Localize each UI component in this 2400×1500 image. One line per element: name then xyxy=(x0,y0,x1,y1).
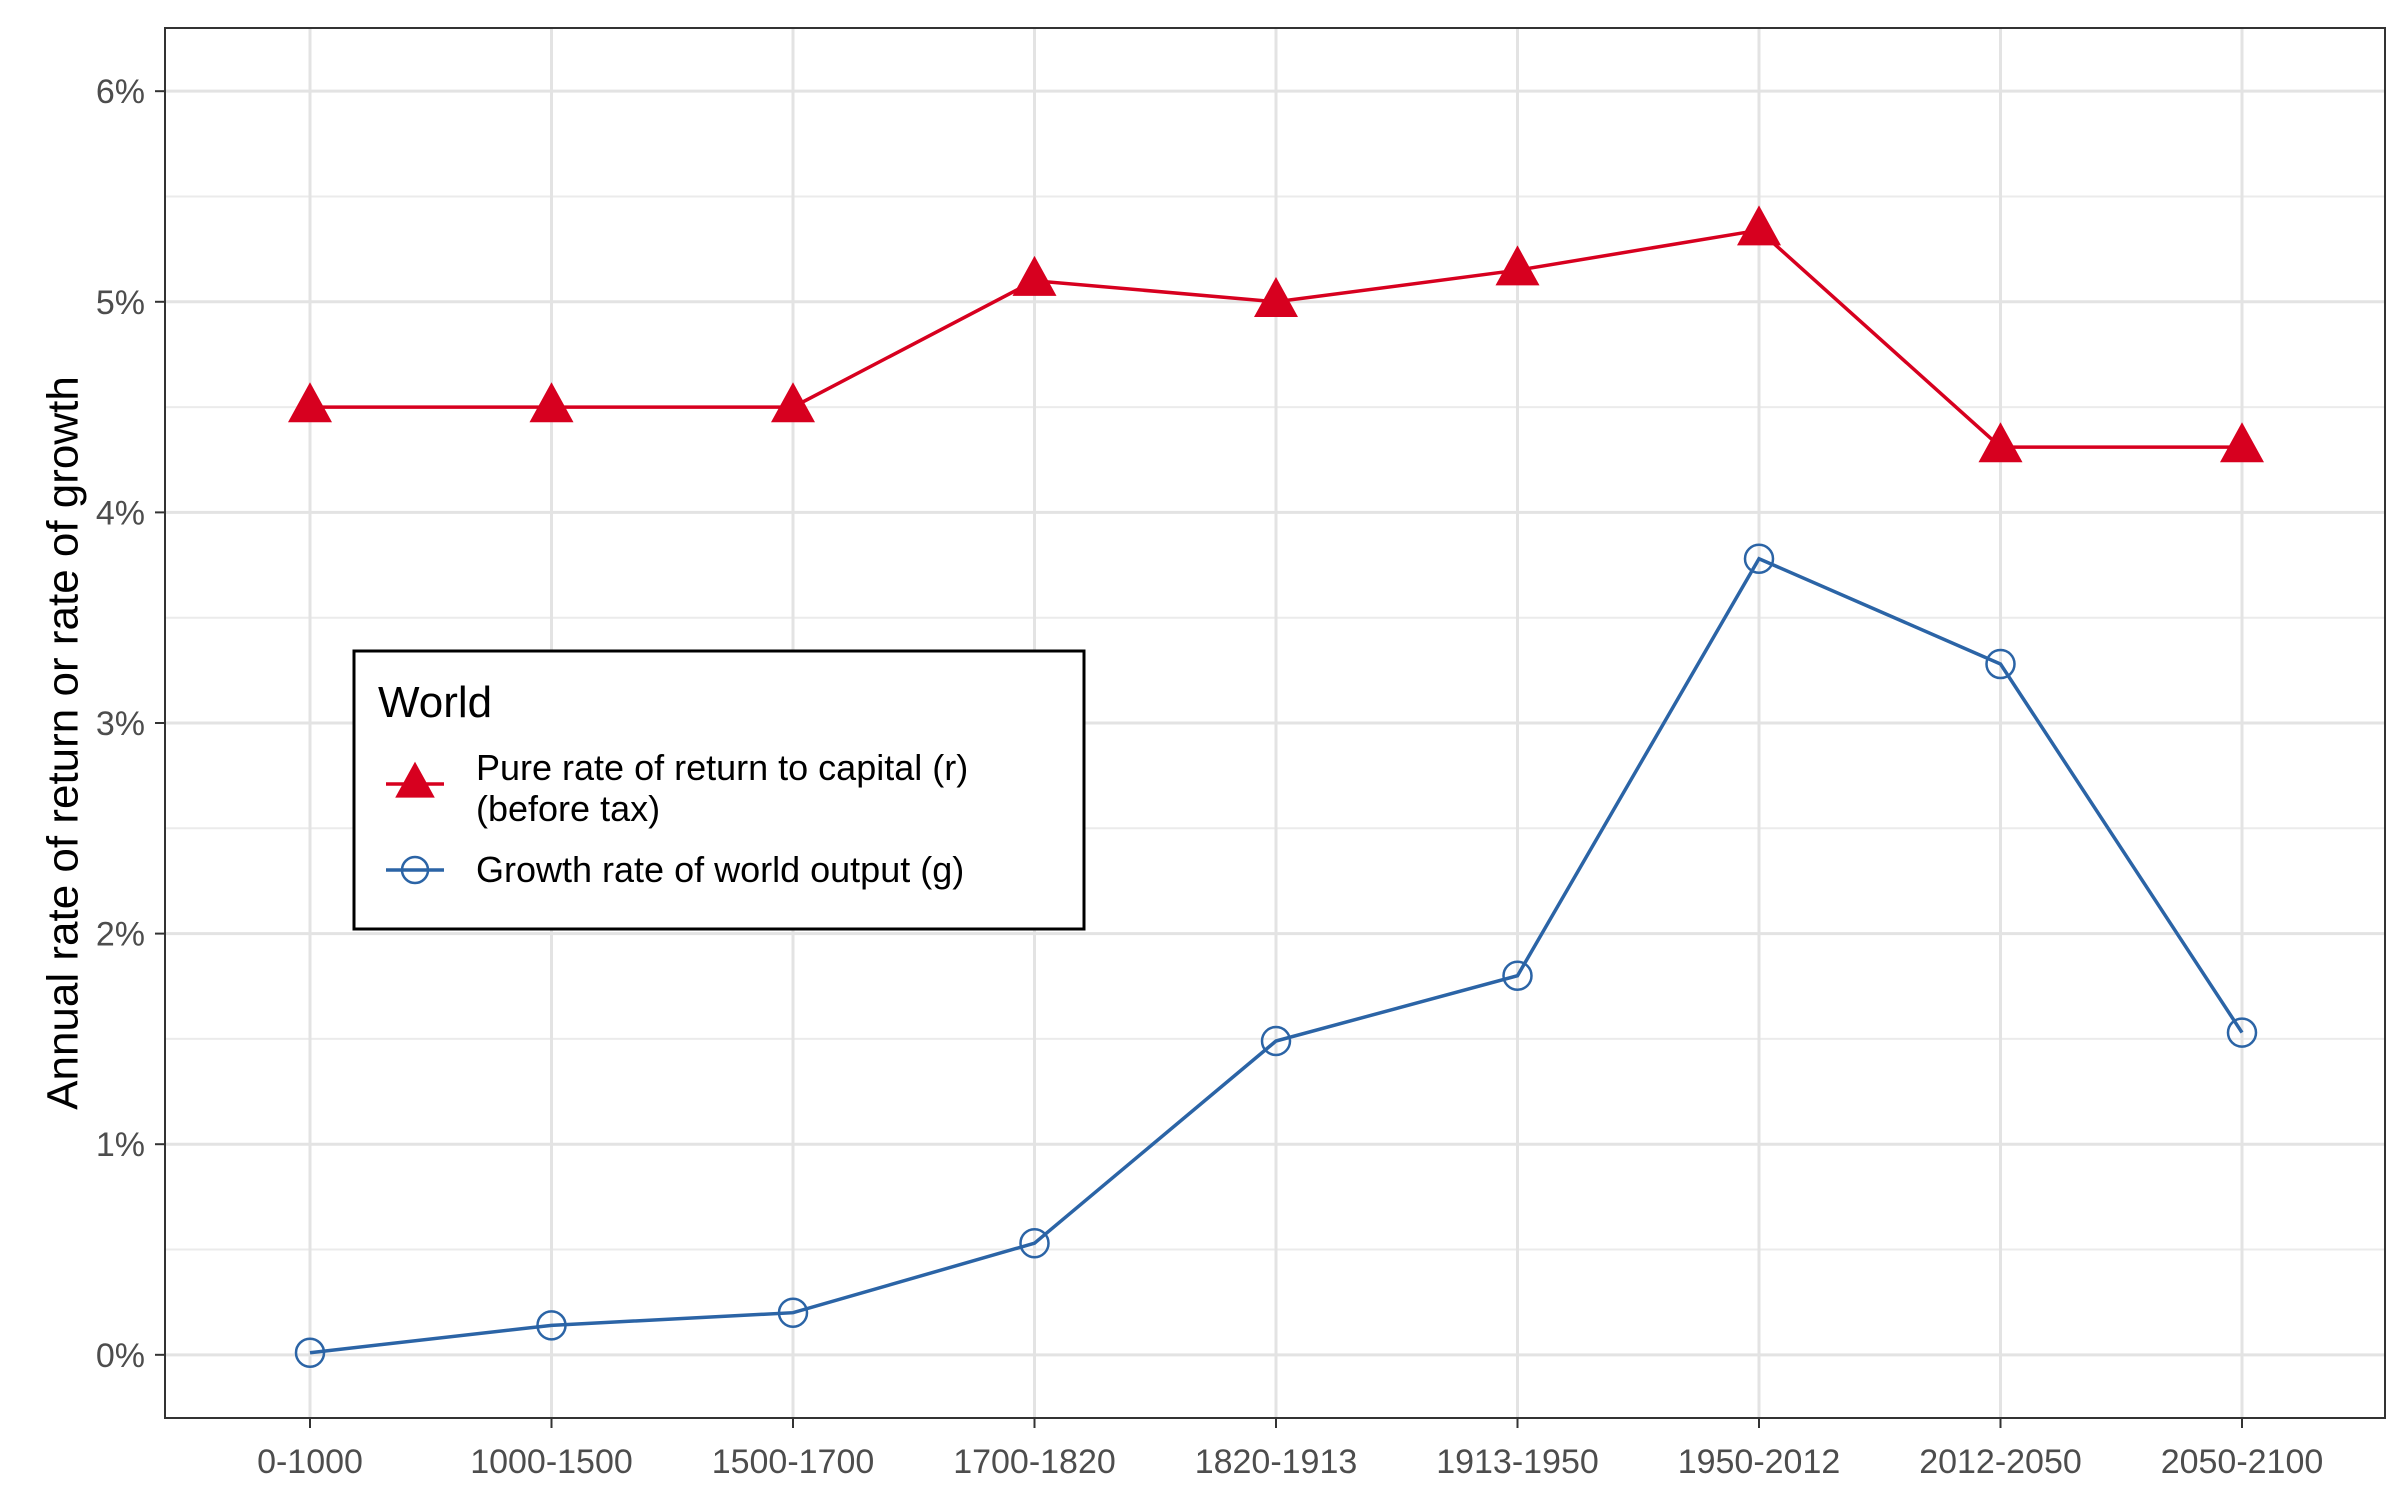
y-axis-title: Annual rate of return or rate of growth xyxy=(38,376,87,1110)
data-point-triangle xyxy=(529,382,574,423)
data-point-triangle xyxy=(1012,255,1057,296)
data-point-triangle xyxy=(771,382,815,423)
series-layer xyxy=(288,205,2264,1368)
data-point-circle xyxy=(1019,1227,1050,1259)
series-1 xyxy=(288,205,2264,463)
data-point-circle xyxy=(536,1310,567,1341)
axis-ticks xyxy=(155,90,2243,1428)
x-tick-labels: 0-1000 1000-1500 1500-1700 1700-1820 1820-19… xyxy=(257,1443,2323,1481)
legend: World Pure rate of return to capital (r)… xyxy=(352,649,1086,931)
data-point-circle xyxy=(1502,960,1533,991)
data-point-circle xyxy=(294,1337,326,1368)
y-tick-label: 0% xyxy=(96,1337,145,1375)
legend-title: World xyxy=(378,678,492,727)
x-tick-label: 1000-1500 xyxy=(470,1443,633,1481)
data-point-circle xyxy=(1985,648,2016,680)
data-point-triangle xyxy=(1254,276,1298,317)
data-point-triangle xyxy=(1495,245,1540,286)
x-tick-label: 1913-1950 xyxy=(1436,1443,1599,1481)
data-point-triangle xyxy=(1978,422,2023,463)
data-point-triangle xyxy=(1737,205,1781,246)
legend-label: Pure rate of return to capital (r) xyxy=(476,747,968,788)
y-tick-label: 2% xyxy=(96,916,145,954)
series-line xyxy=(309,556,2244,1355)
x-tick-label: 2012-2050 xyxy=(1919,1443,2082,1481)
y-tick-label: 1% xyxy=(96,1126,145,1164)
data-point-triangle xyxy=(2220,422,2264,463)
legend-label: Growth rate of world output (g) xyxy=(476,849,964,890)
data-point-circle xyxy=(1260,1025,1292,1057)
legend-item-1: Pure rate of return to capital (r)(befor… xyxy=(386,747,968,829)
legend-items: Pure rate of return to capital (r)(befor… xyxy=(386,747,968,890)
x-tick-label: 1500-1700 xyxy=(712,1443,875,1481)
data-point-circle xyxy=(1743,543,1775,574)
x-tick-label: 0-1000 xyxy=(257,1443,363,1481)
y-tick-labels: 0% 1% 2% 3% 4% 5% 6% xyxy=(96,73,145,1375)
data-point-circle xyxy=(2226,1017,2258,1048)
legend-label: (before tax) xyxy=(476,788,660,829)
y-tick-label: 4% xyxy=(96,494,145,532)
y-tick-label: 6% xyxy=(96,73,145,111)
legend-key-triangle xyxy=(395,761,435,798)
y-tick-label: 3% xyxy=(96,705,145,743)
x-tick-label: 2050-2100 xyxy=(2161,1443,2324,1481)
x-tick-label: 1950-2012 xyxy=(1678,1443,1841,1481)
series-2 xyxy=(294,543,2258,1368)
y-tick-label: 5% xyxy=(96,284,145,322)
x-tick-label: 1820-1913 xyxy=(1195,1443,1358,1481)
data-point-circle xyxy=(777,1297,809,1328)
legend-box xyxy=(352,649,1086,931)
legend-item-2: Growth rate of world output (g) xyxy=(386,849,964,890)
data-point-triangle xyxy=(288,382,332,423)
x-tick-label: 1700-1820 xyxy=(953,1443,1116,1481)
legend-key-circle xyxy=(400,855,430,885)
